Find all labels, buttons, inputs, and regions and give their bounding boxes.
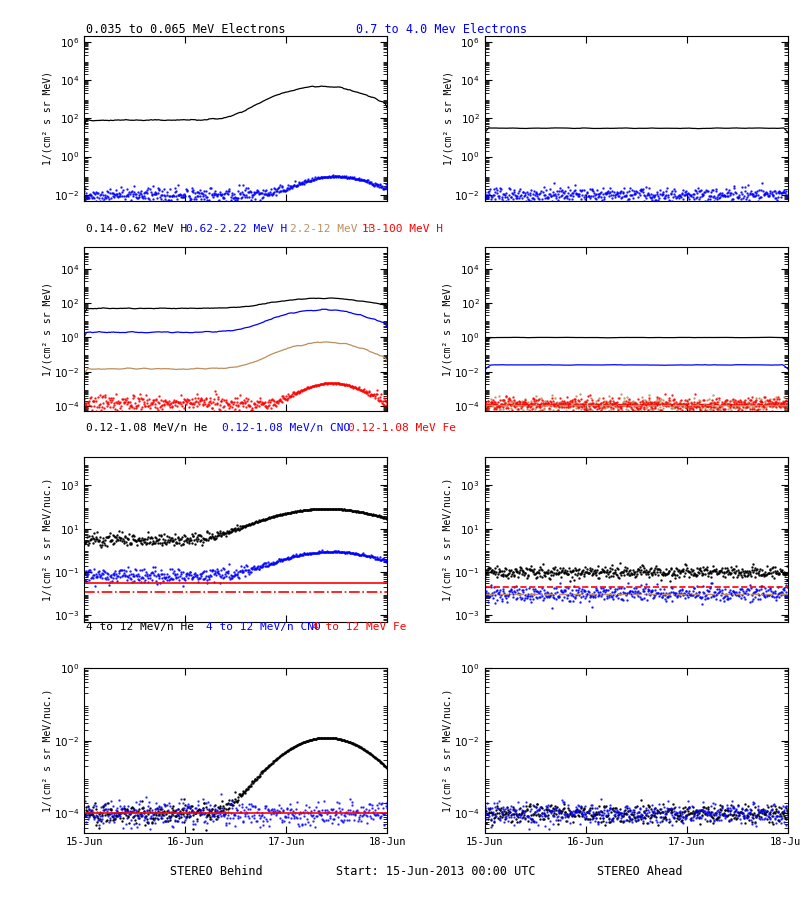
Y-axis label: 1/(cm² s sr MeV): 1/(cm² s sr MeV) xyxy=(42,71,53,166)
Y-axis label: 1/(cm² s sr MeV): 1/(cm² s sr MeV) xyxy=(442,282,453,376)
Text: STEREO Ahead: STEREO Ahead xyxy=(598,865,682,878)
Y-axis label: 1/(cm² s sr MeV/nuc.): 1/(cm² s sr MeV/nuc.) xyxy=(42,688,52,812)
Text: 13-100 MeV H: 13-100 MeV H xyxy=(362,224,442,234)
Text: 0.7 to 4.0 Mev Electrons: 0.7 to 4.0 Mev Electrons xyxy=(356,23,527,36)
Y-axis label: 1/(cm² s sr MeV): 1/(cm² s sr MeV) xyxy=(443,71,453,166)
Text: STEREO Behind: STEREO Behind xyxy=(170,865,262,878)
Text: Start: 15-Jun-2013 00:00 UTC: Start: 15-Jun-2013 00:00 UTC xyxy=(336,865,536,878)
Text: 2.2-12 MeV H: 2.2-12 MeV H xyxy=(290,224,370,234)
Text: 0.035 to 0.065 MeV Electrons: 0.035 to 0.065 MeV Electrons xyxy=(86,23,286,36)
Text: 4 to 12 MeV Fe: 4 to 12 MeV Fe xyxy=(312,622,406,632)
Text: 0.12-1.08 MeV Fe: 0.12-1.08 MeV Fe xyxy=(348,423,456,433)
Text: 0.14-0.62 MeV H: 0.14-0.62 MeV H xyxy=(86,224,188,234)
Y-axis label: 1/(cm² s sr MeV/nuc.): 1/(cm² s sr MeV/nuc.) xyxy=(42,478,52,601)
Text: 4 to 12 MeV/n He: 4 to 12 MeV/n He xyxy=(86,622,194,632)
Y-axis label: 1/(cm² s sr MeV/nuc.): 1/(cm² s sr MeV/nuc.) xyxy=(442,688,453,812)
Text: 0.12-1.08 MeV/n He: 0.12-1.08 MeV/n He xyxy=(86,423,208,433)
Text: 4 to 12 MeV/n CNO: 4 to 12 MeV/n CNO xyxy=(206,622,321,632)
Text: 0.12-1.08 MeV/n CNO: 0.12-1.08 MeV/n CNO xyxy=(222,423,350,433)
Text: 0.62-2.22 MeV H: 0.62-2.22 MeV H xyxy=(186,224,287,234)
Y-axis label: 1/(cm² s sr MeV): 1/(cm² s sr MeV) xyxy=(42,282,52,376)
Y-axis label: 1/(cm² s sr MeV/nuc.): 1/(cm² s sr MeV/nuc.) xyxy=(443,478,453,601)
